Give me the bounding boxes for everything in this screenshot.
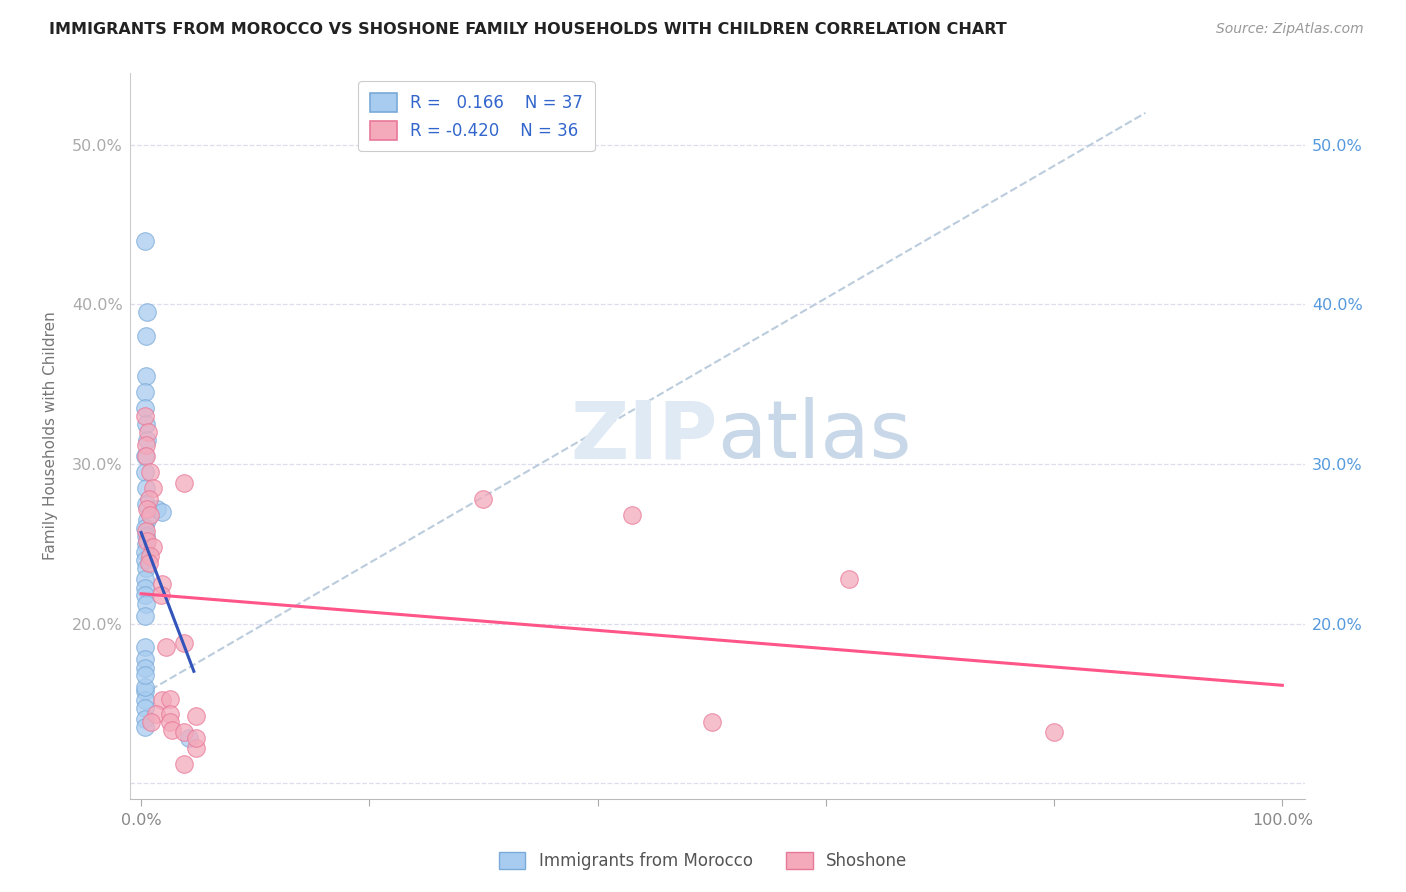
Point <box>173 725 195 739</box>
Point <box>139 465 162 479</box>
Point <box>159 715 181 730</box>
Point <box>135 560 157 574</box>
Y-axis label: Family Households with Children: Family Households with Children <box>44 311 58 560</box>
Point <box>150 505 173 519</box>
Point <box>134 545 156 559</box>
Point <box>155 640 177 655</box>
Point <box>184 731 207 746</box>
Point <box>135 433 157 447</box>
Point <box>135 438 157 452</box>
Point <box>184 741 207 756</box>
Point <box>134 552 156 566</box>
Point <box>134 572 156 586</box>
Point <box>135 497 157 511</box>
Point <box>135 481 157 495</box>
Point <box>135 598 157 612</box>
Point <box>135 501 157 516</box>
Point <box>173 756 195 771</box>
Point <box>134 409 156 423</box>
Point <box>135 537 157 551</box>
Point <box>135 449 157 463</box>
Point <box>135 369 157 384</box>
Point <box>135 524 157 538</box>
Point <box>134 667 156 681</box>
Point <box>1043 725 1066 739</box>
Legend: R =   0.166    N = 37, R = -0.420    N = 36: R = 0.166 N = 37, R = -0.420 N = 36 <box>359 81 595 152</box>
Point <box>139 508 162 522</box>
Point <box>135 513 157 527</box>
Point <box>184 709 207 723</box>
Point <box>150 576 173 591</box>
Text: IMMIGRANTS FROM MOROCCO VS SHOSHONE FAMILY HOUSEHOLDS WITH CHILDREN CORRELATION : IMMIGRANTS FROM MOROCCO VS SHOSHONE FAMI… <box>49 22 1007 37</box>
Point <box>150 693 173 707</box>
Point <box>134 693 156 707</box>
Text: ZIP: ZIP <box>571 397 717 475</box>
Point <box>141 715 163 730</box>
Point <box>134 608 156 623</box>
Point <box>173 476 195 491</box>
Point <box>141 540 163 554</box>
Point <box>145 707 167 722</box>
Point <box>134 640 156 655</box>
Point <box>139 549 162 564</box>
Point <box>134 681 156 695</box>
Point <box>134 661 156 675</box>
Text: Source: ZipAtlas.com: Source: ZipAtlas.com <box>1216 22 1364 37</box>
Point <box>134 401 156 415</box>
Text: atlas: atlas <box>717 397 912 475</box>
Point <box>138 491 160 506</box>
Point <box>159 707 181 722</box>
Point <box>838 572 860 586</box>
Point <box>134 465 156 479</box>
Point <box>135 329 157 343</box>
Point <box>134 712 156 726</box>
Point <box>134 521 156 535</box>
Point <box>135 529 157 543</box>
Point <box>160 723 183 738</box>
Point <box>134 651 156 665</box>
Point <box>177 731 200 746</box>
Point <box>700 715 723 730</box>
Point <box>136 425 159 439</box>
Point <box>146 501 169 516</box>
Point <box>134 449 156 463</box>
Point <box>134 701 156 715</box>
Point <box>134 720 156 734</box>
Point <box>134 385 156 400</box>
Point <box>134 683 156 698</box>
Point <box>472 491 495 506</box>
Point <box>138 556 160 570</box>
Point <box>141 481 163 495</box>
Point <box>134 588 156 602</box>
Point <box>159 691 181 706</box>
Point <box>134 234 156 248</box>
Point <box>620 508 643 522</box>
Point <box>173 635 195 649</box>
Legend: Immigrants from Morocco, Shoshone: Immigrants from Morocco, Shoshone <box>492 845 914 877</box>
Point <box>135 417 157 431</box>
Point <box>134 582 156 596</box>
Point <box>135 533 157 548</box>
Point <box>135 305 157 319</box>
Point <box>149 588 172 602</box>
